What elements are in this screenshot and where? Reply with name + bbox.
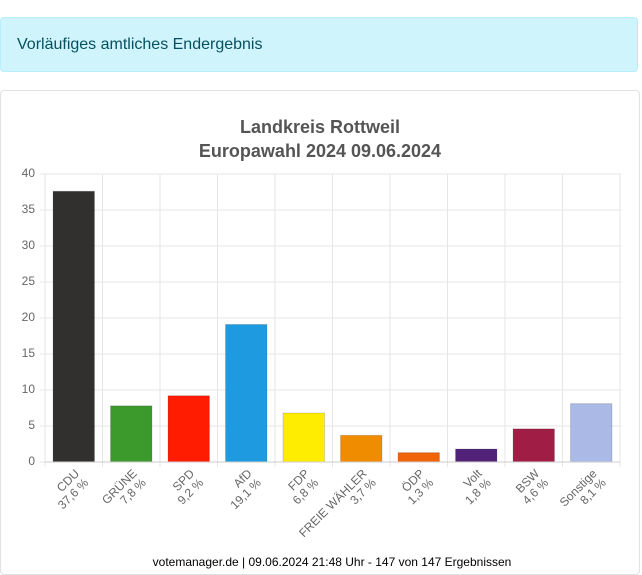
y-tick-label: 20 [22, 310, 36, 324]
source-note: votemanager.de | 09.06.2024 21:48 Uhr - … [153, 555, 512, 569]
chart-title: Landkreis Rottweil [240, 117, 400, 137]
bar [512, 428, 555, 463]
y-tick-label: 35 [22, 202, 36, 216]
bar [225, 323, 268, 463]
y-tick-label: 25 [22, 274, 36, 288]
bar [52, 190, 95, 463]
bar [455, 448, 498, 463]
y-tick-label: 30 [22, 238, 36, 252]
bar [110, 405, 153, 463]
bar [167, 395, 210, 463]
y-tick-label: 0 [28, 454, 35, 468]
chart-subtitle: Europawahl 2024 09.06.2024 [199, 141, 441, 161]
bar [570, 403, 613, 463]
bar [340, 434, 383, 463]
y-tick-label: 15 [22, 346, 36, 360]
bar [282, 412, 325, 463]
y-tick-label: 10 [22, 382, 36, 396]
y-tick-label: 40 [22, 166, 36, 180]
chart-card [0, 90, 640, 575]
bar [397, 452, 440, 463]
y-tick-label: 5 [28, 418, 35, 432]
alert-banner: Vorläufiges amtliches Endergebnis [0, 17, 638, 72]
